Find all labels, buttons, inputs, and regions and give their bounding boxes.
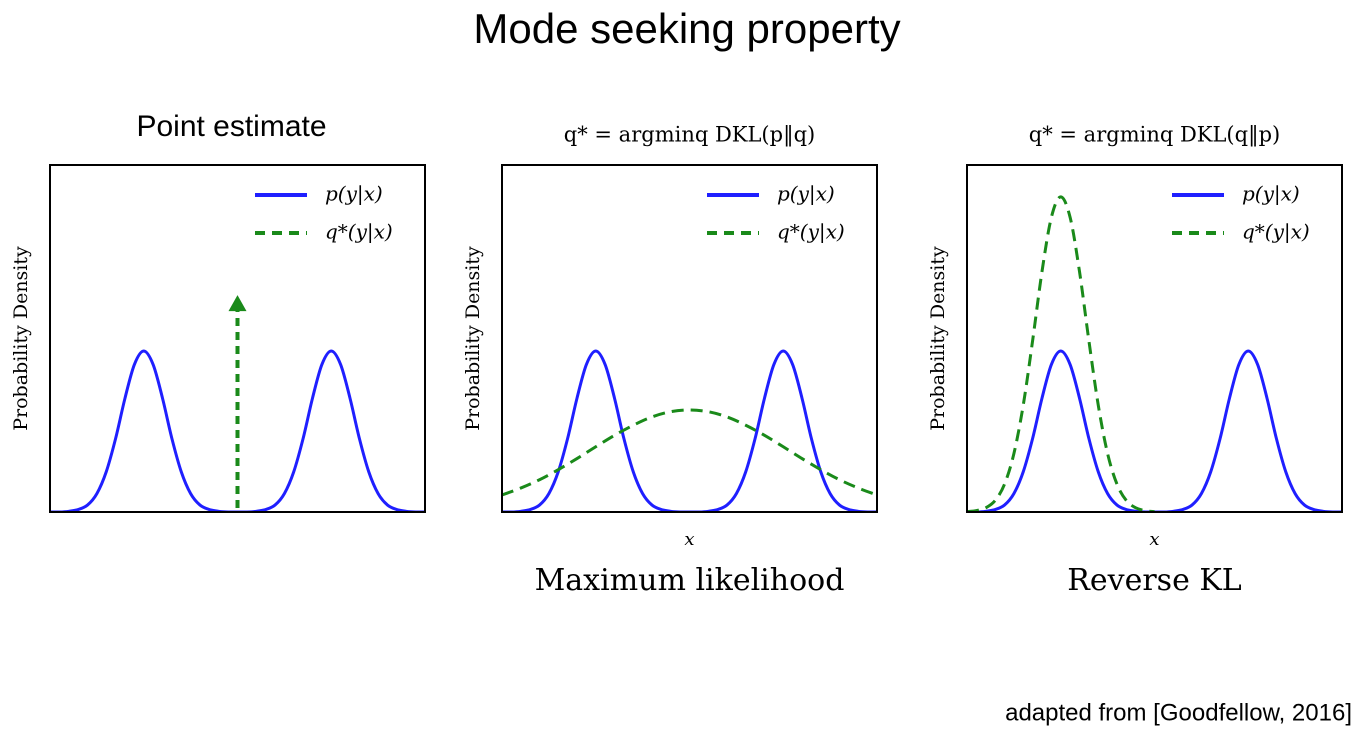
x-axis-label: x xyxy=(684,529,694,550)
curve xyxy=(50,349,425,512)
source: adapted from [Goodfellow, 2016] xyxy=(1005,699,1352,726)
curve xyxy=(502,408,877,497)
legend-label: q*(y|x) xyxy=(1242,220,1310,245)
chart-caption: Maximum likelihood xyxy=(535,563,845,598)
chart-title: q* = argminq DKL(p‖q) xyxy=(564,123,815,148)
plot xyxy=(50,295,425,512)
plot-frame xyxy=(501,164,878,513)
plot xyxy=(967,195,1342,512)
y-axis-label: Probability Density xyxy=(462,246,484,431)
y-axis-label: Probability Density xyxy=(927,246,949,431)
arrow-head xyxy=(228,295,247,312)
curve xyxy=(967,195,1155,512)
y-axis-label: Probability Density xyxy=(10,246,32,431)
chart-title: q* = argminq DKL(q‖p) xyxy=(1029,123,1280,148)
legend-label: p(y|x) xyxy=(777,182,835,207)
x-axis-label: x xyxy=(1149,529,1159,550)
legend-label: q*(y|x) xyxy=(777,220,845,245)
legend-label: p(y|x) xyxy=(325,182,383,207)
legend-label: q*(y|x) xyxy=(325,220,393,245)
legend-label: p(y|x) xyxy=(1242,182,1300,207)
plot xyxy=(502,349,877,512)
curve xyxy=(502,349,877,512)
curve xyxy=(967,349,1342,512)
chart-caption: Reverse KL xyxy=(1067,563,1241,598)
slide-title: Mode seeking property xyxy=(473,5,900,52)
chart-title: Point estimate xyxy=(136,110,326,143)
plot-frame xyxy=(966,164,1343,513)
plot-frame xyxy=(49,164,426,513)
